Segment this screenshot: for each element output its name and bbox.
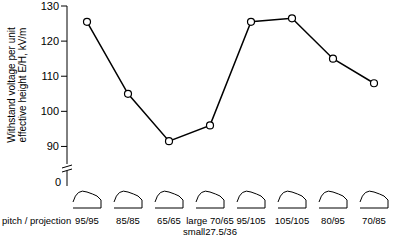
svg-text:95/95: 95/95	[75, 215, 99, 226]
svg-text:large 70/65: large 70/65	[186, 215, 234, 226]
svg-text:Withstand voltage per uniteffe: Withstand voltage per uniteffective heig…	[8, 27, 28, 143]
svg-text:110: 110	[41, 70, 59, 82]
svg-text:0: 0	[55, 176, 61, 188]
svg-text:70/85: 70/85	[362, 215, 386, 226]
svg-text:80/95: 80/95	[321, 215, 345, 226]
svg-text:120: 120	[41, 35, 59, 47]
svg-text:65/65: 65/65	[157, 215, 181, 226]
svg-text:small27.5/36: small27.5/36	[183, 226, 237, 237]
svg-text:pitch / projection: pitch / projection	[8, 215, 71, 226]
svg-text:105/105: 105/105	[275, 215, 309, 226]
svg-text:95/105: 95/105	[236, 215, 265, 226]
svg-text:130: 130	[41, 0, 59, 12]
svg-text:85/85: 85/85	[116, 215, 140, 226]
svg-text:90: 90	[47, 140, 59, 152]
svg-text:100: 100	[41, 105, 59, 117]
